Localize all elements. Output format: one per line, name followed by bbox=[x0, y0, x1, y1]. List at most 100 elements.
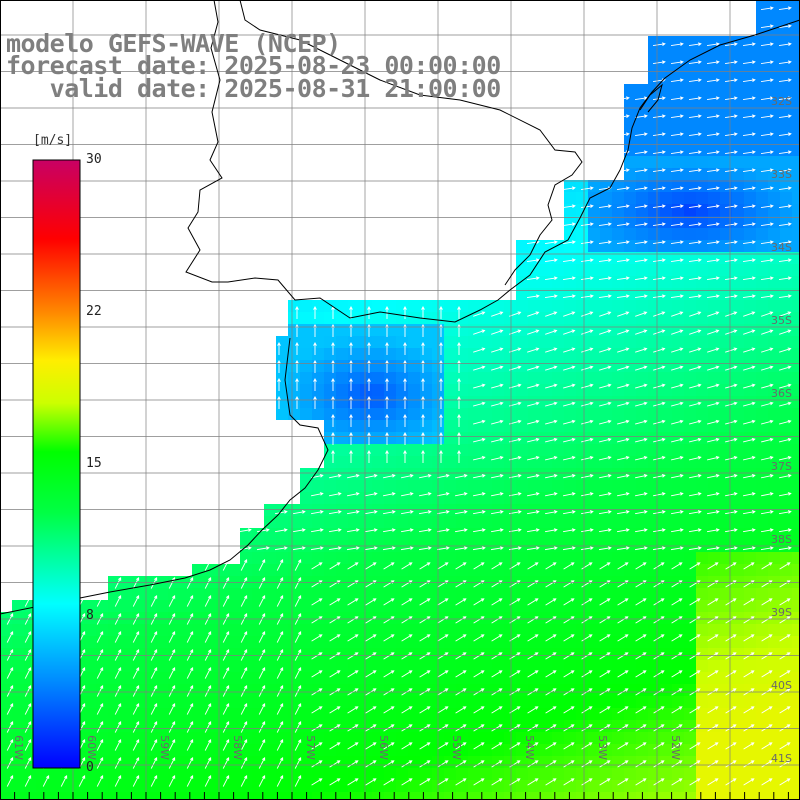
field-cell bbox=[228, 744, 240, 756]
field-cell bbox=[0, 732, 12, 744]
field-cell bbox=[732, 288, 744, 300]
field-cell bbox=[648, 444, 660, 456]
field-cell bbox=[588, 624, 600, 636]
wind-arrow bbox=[671, 311, 684, 317]
wind-arrow bbox=[652, 114, 666, 119]
field-cell bbox=[396, 372, 408, 384]
field-cell bbox=[84, 624, 96, 636]
field-cell bbox=[792, 732, 800, 744]
field-cell bbox=[252, 672, 264, 684]
wind-arrow bbox=[473, 598, 485, 606]
field-cell bbox=[564, 372, 576, 384]
field-cell bbox=[348, 444, 360, 456]
wind-arrow bbox=[544, 492, 558, 497]
field-cell bbox=[468, 648, 480, 660]
field-cell bbox=[492, 552, 504, 564]
field-cell bbox=[12, 744, 24, 756]
field-cell bbox=[408, 780, 420, 792]
field-cell bbox=[480, 432, 492, 444]
wind-arrow bbox=[544, 240, 558, 245]
field-cell bbox=[372, 312, 384, 324]
field-cell bbox=[192, 720, 204, 732]
wind-arrow bbox=[779, 437, 792, 443]
field-cell bbox=[288, 300, 300, 312]
field-cell bbox=[720, 48, 732, 60]
field-cell bbox=[684, 552, 696, 564]
field-cell bbox=[792, 792, 800, 800]
field-cell bbox=[672, 600, 684, 612]
field-cell bbox=[744, 636, 756, 648]
wind-arrow bbox=[778, 204, 792, 209]
field-cell bbox=[624, 612, 636, 624]
wind-arrow bbox=[385, 450, 389, 463]
field-cell bbox=[756, 60, 768, 72]
field-cell bbox=[696, 480, 708, 492]
wind-arrow bbox=[436, 546, 450, 551]
field-cell bbox=[648, 132, 660, 144]
field-cell bbox=[156, 732, 168, 744]
latitude-label: 40S bbox=[771, 679, 792, 692]
field-cell bbox=[696, 564, 708, 576]
field-cell bbox=[600, 288, 612, 300]
field-cell bbox=[564, 564, 576, 576]
wind-arrow bbox=[743, 652, 755, 660]
field-cell bbox=[108, 744, 120, 756]
wind-arrow bbox=[42, 775, 50, 787]
field-cell bbox=[588, 480, 600, 492]
field-cell bbox=[444, 684, 456, 696]
field-cell bbox=[564, 336, 576, 348]
wind-arrow bbox=[526, 546, 540, 551]
field-cell bbox=[768, 672, 780, 684]
wind-arrow bbox=[707, 311, 720, 317]
field-cell bbox=[336, 468, 348, 480]
field-cell bbox=[588, 636, 600, 648]
wind-arrow bbox=[401, 562, 413, 570]
field-cell bbox=[420, 768, 432, 780]
field-cell bbox=[660, 408, 672, 420]
field-cell bbox=[588, 516, 600, 528]
field-cell bbox=[336, 684, 348, 696]
field-cell bbox=[588, 600, 600, 612]
field-cell bbox=[732, 240, 744, 252]
field-cell bbox=[660, 60, 672, 72]
wind-arrow bbox=[653, 670, 665, 678]
wind-arrow bbox=[222, 703, 230, 715]
field-cell bbox=[792, 420, 800, 432]
field-cell bbox=[576, 180, 588, 192]
field-cell bbox=[672, 588, 684, 600]
field-cell bbox=[264, 624, 276, 636]
field-cell bbox=[768, 72, 780, 84]
field-cell bbox=[180, 696, 192, 708]
field-cell bbox=[444, 636, 456, 648]
field-cell bbox=[744, 120, 756, 132]
wind-arrow bbox=[761, 311, 774, 317]
wind-arrow bbox=[544, 258, 558, 263]
field-cell bbox=[672, 768, 684, 780]
field-cell bbox=[684, 468, 696, 480]
field-cell bbox=[48, 780, 60, 792]
wind-arrow bbox=[760, 132, 774, 137]
field-cell bbox=[384, 444, 396, 456]
field-cell bbox=[0, 780, 12, 792]
field-cell bbox=[360, 480, 372, 492]
field-cell bbox=[312, 396, 324, 408]
field-cell bbox=[408, 336, 420, 348]
field-cell bbox=[408, 480, 420, 492]
field-cell bbox=[600, 552, 612, 564]
field-cell bbox=[528, 732, 540, 744]
field-cell bbox=[516, 504, 528, 516]
field-cell bbox=[504, 732, 516, 744]
field-cell bbox=[336, 672, 348, 684]
field-cell bbox=[468, 312, 480, 324]
field-cell bbox=[504, 792, 516, 800]
field-cell bbox=[600, 264, 612, 276]
field-cell bbox=[156, 768, 168, 780]
wind-arrow bbox=[526, 474, 540, 479]
wind-arrow bbox=[331, 414, 335, 427]
field-cell bbox=[792, 468, 800, 480]
wind-arrow bbox=[331, 360, 335, 373]
field-cell bbox=[408, 516, 420, 528]
field-cell bbox=[528, 660, 540, 672]
field-cell bbox=[624, 576, 636, 588]
field-cell bbox=[552, 672, 564, 684]
